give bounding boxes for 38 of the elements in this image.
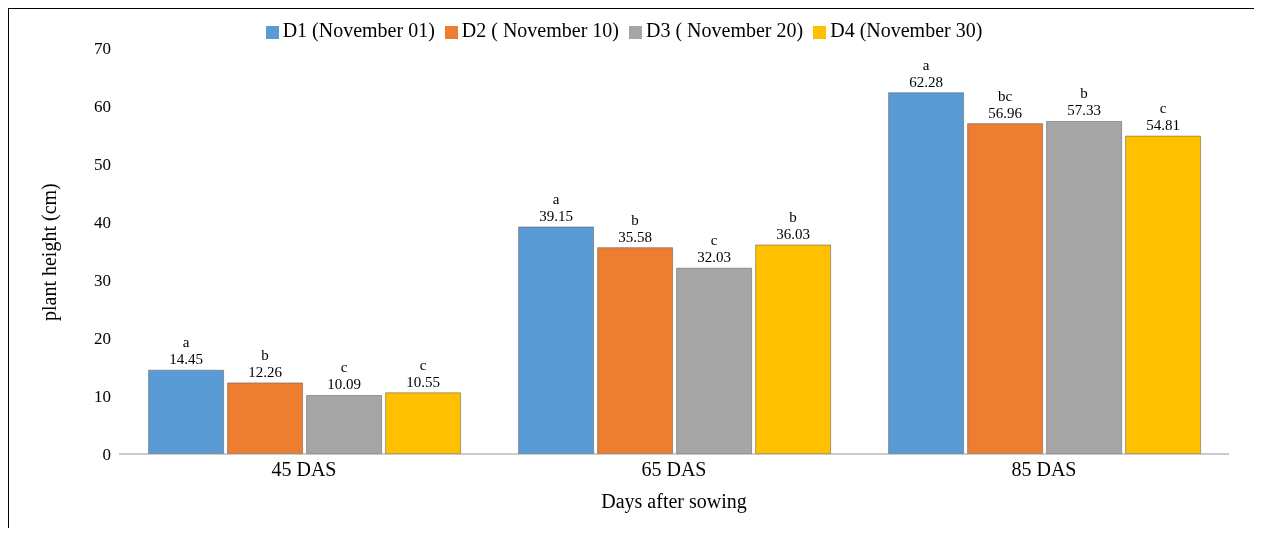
y-tick-label: 20: [94, 329, 111, 349]
data-label: b 12.26: [248, 346, 283, 380]
bar: [1125, 135, 1201, 454]
data-label: a 39.15: [539, 190, 573, 224]
y-tick-label: 60: [94, 97, 111, 117]
bar: [888, 92, 964, 454]
bar: [227, 382, 303, 454]
data-label: c 54.81: [1146, 100, 1180, 134]
bar: [385, 392, 461, 454]
data-label: b 35.58: [618, 211, 652, 245]
y-axis-title: plant height (cm): [38, 183, 62, 321]
legend-label: D1 (November 01): [282, 19, 435, 41]
data-label: c 32.03: [697, 232, 731, 266]
legend-label: D2 ( November 10): [461, 19, 619, 41]
y-tick-label: 10: [94, 387, 111, 407]
legend-label: D4 (November 30): [830, 19, 983, 41]
x-tick-label: 85 DAS: [1011, 458, 1077, 481]
legend-label: D3 ( November 20): [646, 19, 804, 41]
data-label: b 36.03: [776, 209, 810, 243]
data-label: c 10.09: [327, 359, 361, 393]
x-tick-label: 65 DAS: [641, 458, 707, 481]
data-label: c 10.55: [406, 356, 440, 390]
y-tick-label: 70: [94, 39, 111, 59]
y-tick-label: 50: [94, 155, 111, 175]
data-label: bc 56.96: [988, 87, 1023, 121]
data-label: b 57.33: [1067, 85, 1101, 119]
bar: [518, 226, 594, 454]
data-label: a 62.28: [909, 56, 943, 90]
y-tick-label: 40: [94, 213, 111, 233]
bar: [755, 244, 831, 454]
data-label: a 14.45: [169, 334, 203, 368]
bar: [148, 369, 224, 454]
x-axis-title: Days after sowing: [601, 490, 747, 513]
bar: [967, 123, 1043, 454]
bar: [597, 247, 673, 454]
x-tick-label: 45 DAS: [271, 458, 337, 481]
y-tick-label: 0: [102, 445, 111, 465]
y-tick-label: 30: [94, 271, 111, 291]
